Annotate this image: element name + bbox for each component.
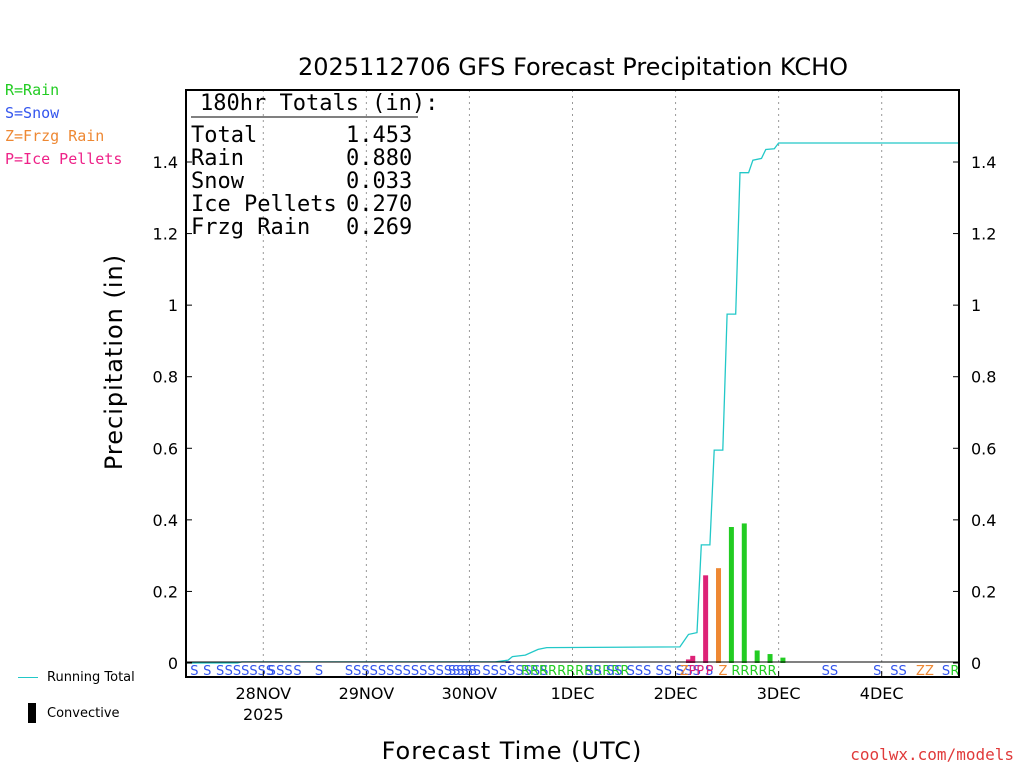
axes: 0 0 0.2 0.2 0.4 0.4 0.6 0.6 0.8 0.8 1 1 1.2 1.2 1.4 1.4… bbox=[153, 153, 997, 724]
precip-bar-9 bbox=[780, 657, 786, 663]
grid-lines bbox=[262, 90, 883, 677]
x-tick-label: 29NOV bbox=[339, 684, 395, 703]
y-tick-label-left: 1.2 bbox=[153, 225, 178, 244]
x-tick-label: 28NOV bbox=[236, 684, 292, 703]
x-tick-label: 30NOV bbox=[442, 684, 498, 703]
y-tick-label-right: 0 bbox=[971, 654, 981, 673]
legend-ice-pellets: P=Ice Pellets bbox=[5, 150, 123, 168]
y-tick-label-right: 0.8 bbox=[971, 368, 996, 387]
precip-bar-1 bbox=[685, 659, 691, 663]
totals-label-snow: Snow bbox=[191, 169, 245, 194]
chart-title: 2025112706 GFS Forecast Precipitation KC… bbox=[298, 53, 848, 81]
running-total-line bbox=[186, 142, 959, 664]
x-tick-label: 1DEC bbox=[551, 684, 595, 703]
ptype-label-1: S bbox=[203, 664, 211, 679]
ptype-label-5: SS bbox=[276, 664, 293, 679]
y-tick-label-right: 1 bbox=[971, 296, 981, 315]
x-axis-label: Forecast Time (UTC) bbox=[382, 737, 643, 765]
y-tick-label-right: 1.4 bbox=[971, 153, 996, 172]
legend-snow: S=Snow bbox=[5, 104, 60, 122]
precip-bar-8 bbox=[767, 654, 773, 663]
ptype-label-9: SSSS bbox=[448, 664, 481, 679]
convective-label: Convective bbox=[47, 706, 120, 721]
x-tick-label: 4DEC bbox=[860, 684, 904, 703]
legend-freezing-rain: Z=Frzg Rain bbox=[5, 127, 105, 145]
ptype-label-21: SS bbox=[890, 664, 907, 679]
ptype-label-14: Z bbox=[680, 664, 689, 679]
totals-box: 180hr Totals (in): Total 1.453 Rain 0.88… bbox=[191, 91, 438, 240]
y-tick-label-right: 1.2 bbox=[971, 225, 996, 244]
x-tick-sublabel: 2025 bbox=[243, 705, 284, 724]
ptype-label-24: R bbox=[950, 664, 959, 679]
totals-value-snow: 0.033 bbox=[346, 169, 412, 194]
totals-label-rain: Rain bbox=[191, 146, 244, 171]
ptype-label-6: S bbox=[293, 664, 301, 679]
ptype-label-7: S bbox=[315, 664, 323, 679]
totals-value-ice-pellets: 0.270 bbox=[346, 192, 412, 217]
precip-bar-4 bbox=[716, 568, 722, 663]
y-tick-label-left: 1 bbox=[168, 296, 178, 315]
ptype-label-19: SS bbox=[822, 664, 839, 679]
ptype-label-8: SSSSSSSSSSSSSSSS bbox=[345, 664, 477, 679]
y-tick-label-left: 0.6 bbox=[153, 439, 178, 458]
ptype-label-4: S bbox=[268, 664, 276, 679]
ptype-label-10: SSSSSSSS bbox=[482, 664, 548, 679]
ptype-label-12: SS SS SSS SS SSS S bbox=[585, 664, 713, 679]
running-total-swatch bbox=[18, 677, 38, 678]
ptype-label-15: PP bbox=[688, 664, 704, 679]
ptype-label-0: S bbox=[190, 664, 198, 679]
precip-bar-2 bbox=[690, 655, 696, 663]
y-tick-label-right: 0.2 bbox=[971, 582, 996, 601]
legend-rain: R=Rain bbox=[5, 81, 60, 99]
ptype-label-2: S bbox=[216, 664, 224, 679]
totals-label-total: Total bbox=[191, 123, 257, 148]
ptype-label-16: P bbox=[706, 664, 714, 679]
totals-header: 180hr Totals (in): bbox=[200, 91, 438, 116]
ptype-label-3: SSSSSS bbox=[225, 664, 275, 679]
y-tick-label-left: 1.4 bbox=[153, 153, 178, 172]
y-tick-label-left: 0.8 bbox=[153, 368, 178, 387]
x-tick-label: 2DEC bbox=[654, 684, 698, 703]
ptype-label-17: Z bbox=[719, 664, 728, 679]
totals-value-rain: 0.880 bbox=[346, 146, 412, 171]
totals-value-frzg-rain: 0.269 bbox=[346, 215, 412, 240]
y-tick-label-left: 0 bbox=[168, 654, 178, 673]
y-tick-label-left: 0.4 bbox=[153, 511, 178, 530]
convective-swatch bbox=[28, 703, 36, 723]
ptype-label-22: ZZ bbox=[916, 664, 934, 679]
precip-bar-6 bbox=[741, 523, 747, 663]
totals-label-ice-pellets: Ice Pellets bbox=[191, 192, 337, 217]
credit-link[interactable]: coolwx.com/models bbox=[850, 745, 1014, 764]
precip-bar-7 bbox=[754, 650, 760, 663]
ptype-label-23: S bbox=[942, 664, 950, 679]
y-axis-label: Precipitation (in) bbox=[100, 254, 128, 470]
running-total-label: Running Total bbox=[47, 670, 135, 685]
ptype-label-18: RRRRR bbox=[731, 664, 776, 679]
precip-bar-5 bbox=[728, 527, 734, 663]
precip-bars bbox=[505, 523, 786, 663]
y-tick-label-right: 0.6 bbox=[971, 439, 996, 458]
x-tick-label: 3DEC bbox=[757, 684, 801, 703]
totals-label-frzg-rain: Frzg Rain bbox=[191, 215, 310, 240]
totals-value-total: 1.453 bbox=[346, 123, 412, 148]
ptype-label-13: S bbox=[676, 664, 684, 679]
y-tick-label-left: 0.2 bbox=[153, 582, 178, 601]
ptype-label-11: RRRRRRRRRRRR bbox=[521, 664, 629, 679]
ptype-label-20: S bbox=[873, 664, 881, 679]
y-tick-label-right: 0.4 bbox=[971, 511, 996, 530]
precip-bar-3 bbox=[703, 575, 709, 663]
